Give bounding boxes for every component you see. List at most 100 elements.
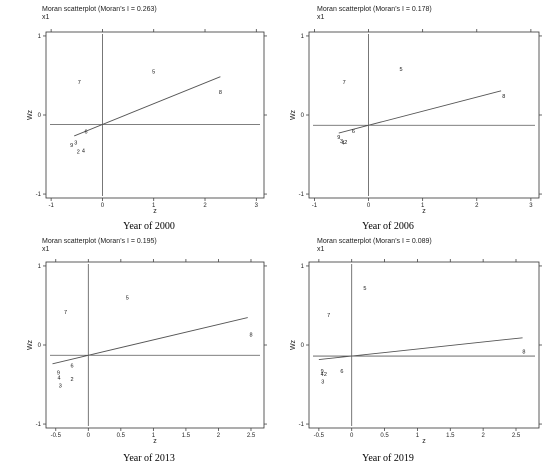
panel-2: Moran scatterplot (Moran's I = 0.178)x1 -… <box>290 6 542 232</box>
year-caption: Year of 2006 <box>362 221 414 232</box>
x-tick-label: 2 <box>481 433 485 439</box>
y-axis-label: Wz <box>27 339 34 350</box>
data-point-label: 4 <box>57 375 60 381</box>
x-axis-label: z <box>422 438 426 445</box>
data-point-label: 9 <box>57 371 60 377</box>
x-tick-label: 3 <box>529 203 533 209</box>
x-tick-label: -1 <box>312 203 318 209</box>
x-tick-label: 1 <box>152 203 156 209</box>
y-tick-label: 1 <box>38 34 42 40</box>
regression-line <box>52 317 248 365</box>
data-point-label: 8 <box>522 349 525 355</box>
panel-title: Moran scatterplot (Moran's I = 0.195) <box>42 238 157 245</box>
panel-sublabel: x1 <box>317 14 325 21</box>
x-tick-label: 2 <box>203 203 207 209</box>
x-tick-label: 2.5 <box>247 433 256 439</box>
plot-frame <box>45 31 265 199</box>
x-tick-label: 1.5 <box>446 433 455 439</box>
x-tick-label: 0 <box>101 203 105 209</box>
x-tick-label: -0.5 <box>51 433 62 439</box>
x-tick-label: 1 <box>421 203 425 209</box>
y-tick-label: -1 <box>299 192 305 198</box>
panel-sublabel: x1 <box>42 14 50 21</box>
data-point-label: 7 <box>343 80 346 86</box>
y-tick-label: 1 <box>38 264 42 270</box>
x-tick-label: 0 <box>350 433 354 439</box>
data-point-label: 4 <box>321 372 324 378</box>
x-tick-label: 3 <box>255 203 259 209</box>
y-tick-label: 1 <box>301 34 305 40</box>
data-point-label: 9 <box>321 369 324 375</box>
panel-4: Moran scatterplot (Moran's I = 0.089)x1 -… <box>290 238 542 464</box>
data-point-label: 7 <box>78 80 81 86</box>
panel-title: Moran scatterplot (Moran's I = 0.089) <box>317 238 432 245</box>
data-point-label: 5 <box>363 286 366 292</box>
y-axis-label: Wz <box>290 109 297 120</box>
data-point-label: 6 <box>70 364 73 370</box>
x-tick-label: 1 <box>416 433 420 439</box>
y-tick-label: -1 <box>299 422 305 428</box>
plot-frame <box>45 261 265 429</box>
data-point-label: 9 <box>337 135 340 141</box>
data-point-label: 3 <box>74 141 77 147</box>
y-axis-label: Wz <box>27 109 34 120</box>
data-point-label: 7 <box>327 313 330 319</box>
x-tick-label: 1 <box>152 433 156 439</box>
year-caption: Year of 2019 <box>362 453 414 464</box>
y-tick-label: 0 <box>38 343 42 349</box>
x-tick-label: 0 <box>367 203 371 209</box>
plot-frame <box>308 31 540 199</box>
x-tick-label: -1 <box>48 203 54 209</box>
data-point-label: 2 <box>70 377 73 383</box>
data-point-label: 8 <box>219 90 222 96</box>
y-tick-label: 0 <box>301 343 305 349</box>
x-tick-label: 0.5 <box>380 433 389 439</box>
data-point-label: 9 <box>70 143 73 149</box>
x-tick-label: 2.5 <box>512 433 521 439</box>
data-point-label: 2 <box>344 140 347 146</box>
x-tick-label: -0.5 <box>314 433 325 439</box>
data-point-label: 2 <box>324 372 327 378</box>
y-tick-label: 0 <box>301 113 305 119</box>
data-point-label: 4 <box>342 141 345 147</box>
data-point-label: 3 <box>59 383 62 389</box>
y-tick-label: 1 <box>301 264 305 270</box>
data-point-label: 6 <box>84 130 87 136</box>
x-tick-label: 0 <box>87 433 91 439</box>
y-tick-label: -1 <box>36 192 42 198</box>
data-point-label: 8 <box>249 333 252 339</box>
regression-line <box>338 90 502 134</box>
data-point-label: 5 <box>399 67 402 73</box>
data-point-label: 7 <box>64 310 67 316</box>
data-point-label: 3 <box>321 379 324 385</box>
data-point-label: 5 <box>126 296 129 302</box>
data-point-label: 3 <box>340 139 343 145</box>
panel-sublabel: x1 <box>317 246 325 253</box>
y-tick-label: 0 <box>38 113 42 119</box>
regression-line <box>318 337 523 361</box>
panel-sublabel: x1 <box>42 246 50 253</box>
y-tick-label: -1 <box>36 422 42 428</box>
data-point-label: 6 <box>340 369 343 375</box>
x-axis-label: z <box>153 438 157 445</box>
y-axis-label: Wz <box>290 339 297 350</box>
panel-1: Moran scatterplot (Moran's I = 0.263)x1 -… <box>27 6 267 232</box>
x-axis-label: z <box>422 208 426 215</box>
data-point-label: 6 <box>352 129 355 135</box>
regression-line <box>74 76 221 137</box>
x-tick-label: 2 <box>475 203 479 209</box>
x-tick-label: 0.5 <box>117 433 126 439</box>
x-tick-label: 1.5 <box>182 433 191 439</box>
x-tick-label: 2 <box>217 433 221 439</box>
year-caption: Year of 2013 <box>123 453 175 464</box>
data-point-label: 8 <box>502 94 505 100</box>
year-caption: Year of 2000 <box>123 221 175 232</box>
data-point-label: 4 <box>82 149 85 155</box>
data-point-label: 2 <box>77 149 80 155</box>
data-point-label: 5 <box>152 70 155 76</box>
panel-title: Moran scatterplot (Moran's I = 0.178) <box>317 6 432 13</box>
plot-frame <box>308 261 540 429</box>
x-axis-label: z <box>153 208 157 215</box>
panel-3: Moran scatterplot (Moran's I = 0.195)x1 -… <box>27 238 267 464</box>
